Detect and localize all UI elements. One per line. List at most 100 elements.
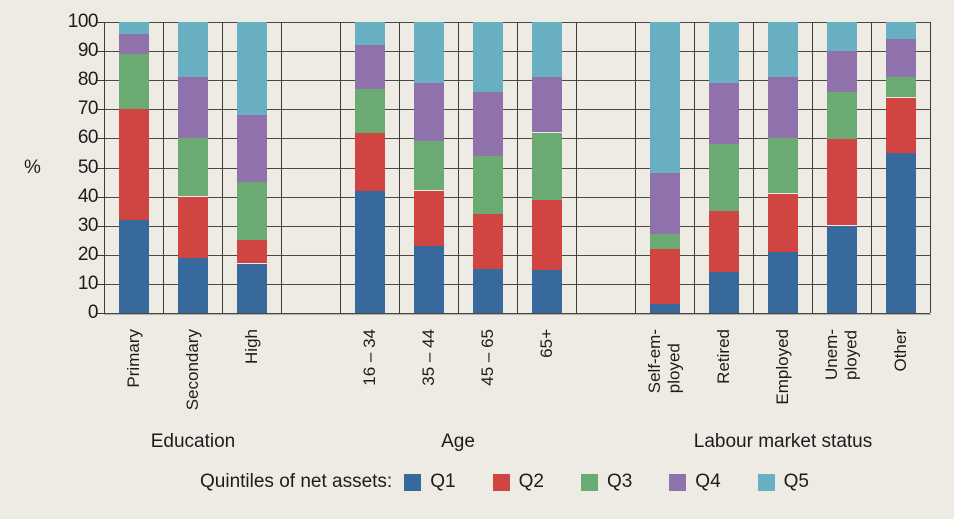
legend-label: Q3	[606, 471, 633, 492]
bar-segment-q5	[119, 22, 149, 34]
y-axis-tick	[97, 109, 104, 110]
x-category-label-text: 16 – 34	[359, 329, 379, 386]
x-category-label-text: Employed	[772, 329, 792, 405]
legend-label: Q4	[695, 471, 721, 492]
bar-segment-q4	[650, 173, 680, 234]
grid-line-vertical	[635, 22, 636, 313]
grid-line-vertical	[458, 22, 459, 313]
legend-item-q4: Q4	[669, 471, 721, 493]
y-axis-tick	[97, 226, 104, 227]
bar-segment-q3	[827, 92, 857, 139]
x-category-label-text: Other	[890, 329, 910, 372]
legend-swatch-q1	[404, 473, 422, 491]
group-label: Education	[150, 431, 236, 452]
x-category-label-text: 45 – 65	[477, 329, 497, 386]
y-axis-tick	[97, 138, 104, 139]
x-category-label-text: High	[241, 329, 261, 364]
y-axis-tick	[97, 22, 104, 23]
bar-segment-q1	[532, 269, 562, 313]
bar-segment-q2	[178, 197, 208, 258]
bar-segment-q3	[119, 54, 149, 109]
bar-segment-q2	[709, 211, 739, 272]
bar-segment-q3	[650, 234, 680, 249]
legend-label: Q1	[430, 471, 456, 492]
bar-segment-q5	[650, 22, 680, 173]
legend-label: Q2	[518, 471, 544, 492]
grid-line-vertical	[930, 22, 931, 313]
y-tick-label: 90	[77, 40, 99, 61]
bar-segment-q4	[532, 77, 562, 132]
x-category-label-text: Unem- ployed	[821, 329, 861, 381]
y-axis-tick	[97, 284, 104, 285]
bar-segment-q5	[355, 22, 385, 45]
x-category-label-text: Secondary	[182, 329, 202, 411]
bar-segment-q5	[768, 22, 798, 77]
y-tick-label: 40	[77, 186, 99, 207]
y-tick-label: 0	[87, 302, 99, 323]
bar-segment-q2	[768, 194, 798, 252]
grid-line-vertical	[340, 22, 341, 313]
bar-segment-q3	[768, 138, 798, 193]
bar-segment-q2	[827, 138, 857, 225]
y-axis-tick	[97, 313, 104, 314]
bar-segment-q3	[886, 77, 916, 97]
x-category-label: 65+	[517, 329, 576, 441]
y-axis-tick	[97, 255, 104, 256]
grid-line-vertical	[517, 22, 518, 313]
y-tick-label: 70	[77, 98, 99, 119]
bar-segment-q1	[119, 220, 149, 313]
bar-segment-q3	[709, 144, 739, 211]
y-tick-label: 60	[77, 127, 99, 148]
axis-shadow-line	[104, 314, 931, 315]
bar-segment-q1	[650, 304, 680, 313]
grid-line-vertical	[694, 22, 695, 313]
x-category-label: Self-em- ployed	[635, 329, 694, 441]
grid-line-vertical	[399, 22, 400, 313]
bar-segment-q5	[473, 22, 503, 92]
bar-segment-q5	[178, 22, 208, 77]
x-category-label: Unem- ployed	[812, 329, 871, 441]
bar-segment-q5	[532, 22, 562, 77]
bar-segment-q1	[355, 191, 385, 313]
bar-segment-q1	[709, 272, 739, 313]
bar-segment-q5	[237, 22, 267, 115]
bar-segment-q4	[414, 83, 444, 141]
legend: Quintiles of net assets: Q1 Q2 Q3 Q4 Q5	[200, 470, 846, 494]
bar-segment-q4	[355, 45, 385, 89]
bar-segment-q2	[650, 249, 680, 304]
x-category-label: Secondary	[163, 329, 222, 441]
y-axis-tick	[97, 197, 104, 198]
bar-segment-q5	[414, 22, 444, 83]
bar-segment-q3	[355, 89, 385, 133]
x-category-label: Retired	[694, 329, 753, 441]
bar-segment-q3	[473, 156, 503, 214]
x-category-label: High	[222, 329, 281, 441]
bar-segment-q3	[178, 138, 208, 196]
legend-swatch-q4	[669, 473, 687, 491]
grid-line-vertical	[812, 22, 813, 313]
bar-segment-q2	[473, 214, 503, 269]
bar-segment-q2	[886, 98, 916, 153]
bar-segment-q5	[886, 22, 916, 39]
x-category-label: Other	[871, 329, 930, 441]
group-label: Labour market status	[693, 431, 873, 452]
y-tick-label: 30	[77, 215, 99, 236]
legend-swatch-q2	[492, 473, 510, 491]
bar-segment-q4	[237, 115, 267, 182]
bar-segment-q4	[886, 39, 916, 77]
x-category-label-text: 65+	[536, 329, 556, 358]
x-category-label-text: Primary	[123, 329, 143, 388]
legend-item-q5: Q5	[757, 471, 809, 493]
grid-line-vertical	[222, 22, 223, 313]
grid-line-vertical	[104, 22, 105, 313]
y-axis-unit-label: %	[24, 157, 41, 178]
bar-segment-q1	[178, 258, 208, 313]
y-axis-tick	[97, 51, 104, 52]
x-category-label-text: Retired	[713, 329, 733, 384]
x-category-label: 16 – 34	[340, 329, 399, 441]
grid-line-vertical	[163, 22, 164, 313]
group-label: Age	[441, 431, 475, 452]
grid-line-vertical	[871, 22, 872, 313]
x-category-label: Primary	[104, 329, 163, 441]
